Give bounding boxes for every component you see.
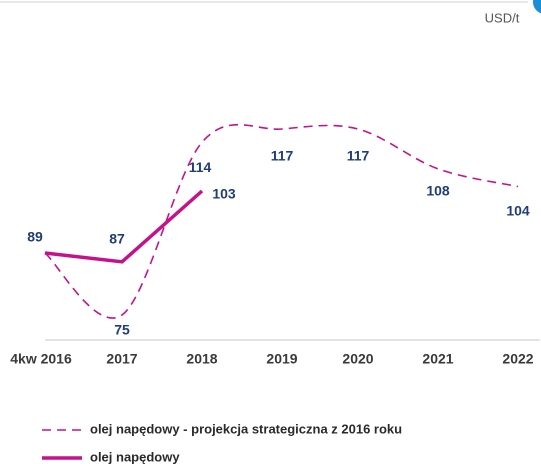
x-tick-label: 2022	[502, 351, 533, 367]
value-label: 108	[426, 183, 450, 199]
x-tick-label: 2020	[342, 351, 373, 367]
value-label: 87	[109, 231, 125, 247]
series-line	[44, 123, 519, 319]
value-label: 103	[212, 186, 236, 202]
value-label: 114	[189, 159, 212, 175]
x-tick-label: 2019	[266, 351, 297, 367]
value-label: 117	[347, 148, 370, 164]
corner-badge	[533, 0, 541, 14]
legend-label: olej napędowy - projekcja strategiczna z…	[90, 421, 402, 436]
x-tick-label: 2021	[422, 351, 453, 367]
x-tick-label: 4kw 2016	[10, 351, 72, 367]
value-label: 89	[27, 229, 43, 245]
x-tick-label: 2018	[186, 351, 217, 367]
legend-label: olej napędowy	[90, 449, 180, 464]
value-label: 117	[271, 148, 294, 164]
series-line	[44, 189, 204, 264]
unit-label: USD/t	[485, 10, 520, 25]
x-tick-label: 2017	[106, 351, 137, 367]
value-label: 104	[506, 202, 530, 218]
value-label: 75	[114, 322, 130, 338]
